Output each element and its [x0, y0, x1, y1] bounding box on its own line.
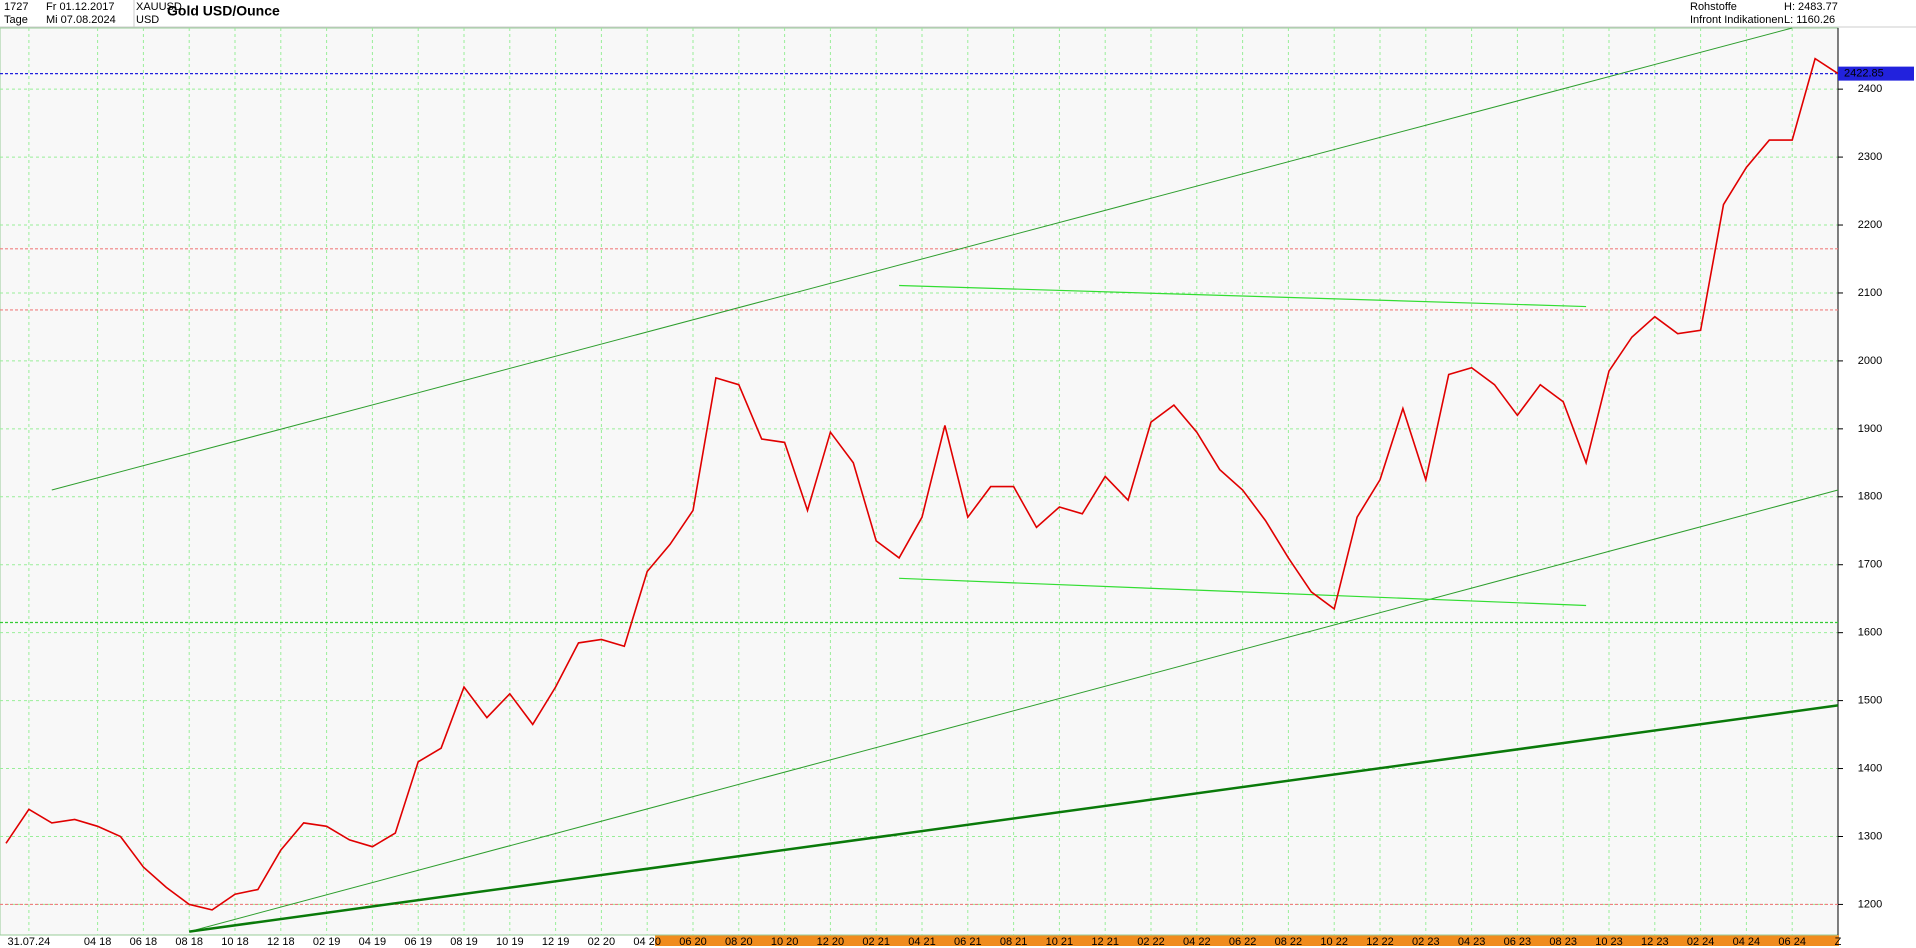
- x-tick-label: 08 21: [1000, 936, 1028, 948]
- x-tick-label: 06 21: [954, 936, 982, 948]
- x-tick-label: 06 22: [1229, 936, 1257, 948]
- x-tick-label: 12 18: [267, 936, 295, 948]
- y-tick-label: 2100: [1858, 287, 1882, 299]
- x-tick-label: 08 22: [1275, 936, 1303, 948]
- x-tick-label: 04 20: [633, 936, 661, 948]
- period: Tage: [4, 14, 28, 26]
- x-tick-label: Z: [1835, 936, 1842, 948]
- y-tick-label: 1500: [1858, 695, 1882, 707]
- x-tick-label: 10 20: [771, 936, 799, 948]
- x-tick-label: 08 18: [175, 936, 203, 948]
- y-tick-label: 1300: [1858, 830, 1882, 842]
- x-tick-label: 02 23: [1412, 936, 1440, 948]
- x-tick-label: 04 24: [1733, 936, 1761, 948]
- date-to: Mi 07.08.2024: [46, 14, 116, 26]
- y-tick-label: 2000: [1858, 355, 1882, 367]
- high-label: H: 2483.77: [1784, 1, 1838, 13]
- x-tick-label: 08 20: [725, 936, 753, 948]
- y-tick-label: 1200: [1858, 898, 1882, 910]
- trend-line: [51, 27, 1793, 491]
- x-tick-label: 04 19: [359, 936, 387, 948]
- x-tick-label: 12 19: [542, 936, 570, 948]
- x-tick-label: 06 24: [1778, 936, 1806, 948]
- x-tick-label: 31.07.24: [7, 936, 50, 948]
- x-tick-label: 04 21: [908, 936, 936, 948]
- x-tick-label: 10 23: [1595, 936, 1623, 948]
- x-tick-label: 02 20: [588, 936, 616, 948]
- trend-line: [189, 489, 1839, 933]
- x-tick-label: 06 18: [130, 936, 158, 948]
- x-tick-label: 10 22: [1320, 936, 1348, 948]
- date-from: Fr 01.12.2017: [46, 1, 115, 13]
- x-tick-label: 08 19: [450, 936, 478, 948]
- x-tick-label: 04 22: [1183, 936, 1211, 948]
- trend-line: [189, 704, 1839, 933]
- trend-line: [899, 577, 1587, 607]
- category: Rohstoffe: [1690, 1, 1737, 13]
- y-tick-label: 1900: [1858, 423, 1882, 435]
- y-tick-label: 1600: [1858, 627, 1882, 639]
- low-label: L: 1160.26: [1784, 14, 1835, 26]
- source: Infront Indikationen: [1690, 14, 1784, 26]
- x-tick-label: 06 20: [679, 936, 707, 948]
- y-tick-label: 1700: [1858, 559, 1882, 571]
- x-tick-label: 04 23: [1458, 936, 1486, 948]
- chart-title: Gold USD/Ounce: [167, 3, 280, 19]
- x-tick-label: 08 23: [1549, 936, 1577, 948]
- x-tick-label: 10 21: [1046, 936, 1074, 948]
- x-tick-label: 02 24: [1687, 936, 1715, 948]
- price-line: [5, 57, 1839, 911]
- last-price-box: [1838, 66, 1914, 81]
- y-tick-label: 2400: [1858, 83, 1882, 95]
- x-tick-label: 12 20: [817, 936, 845, 948]
- range-bar: [655, 935, 1839, 946]
- x-tick-label: 12 22: [1366, 936, 1394, 948]
- x-tick-label: 10 19: [496, 936, 524, 948]
- x-tick-label: 12 21: [1091, 936, 1119, 948]
- x-tick-label: 06 19: [404, 936, 432, 948]
- last-price-label: 2422.85: [1844, 68, 1884, 80]
- x-tick-label: 12 23: [1641, 936, 1669, 948]
- y-tick-label: 1400: [1858, 762, 1882, 774]
- x-tick-label: 04 18: [84, 936, 112, 948]
- x-tick-label: 02 21: [862, 936, 890, 948]
- x-tick-label: 10 18: [221, 936, 249, 948]
- count: 1727: [4, 1, 28, 13]
- currency: USD: [136, 14, 159, 26]
- trend-line: [899, 284, 1587, 308]
- x-tick-label: 02 22: [1137, 936, 1165, 948]
- symbol: XAUUSD: [136, 1, 182, 13]
- y-tick-label: 2300: [1858, 151, 1882, 163]
- x-tick-label: 02 19: [313, 936, 341, 948]
- plot-area: [0, 27, 1839, 936]
- x-tick-label: 06 23: [1504, 936, 1532, 948]
- y-tick-label: 1800: [1858, 491, 1882, 503]
- y-tick-label: 2200: [1858, 219, 1882, 231]
